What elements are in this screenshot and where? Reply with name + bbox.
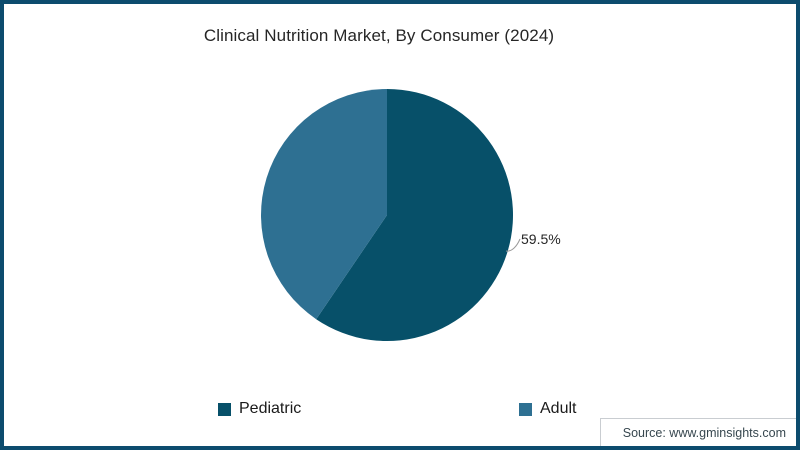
label-leader-line	[505, 238, 521, 252]
legend-swatch-adult	[519, 402, 532, 416]
chart-title: Clinical Nutrition Market, By Consumer (…	[203, 26, 555, 45]
legend-label-pediatric: Pediatric	[239, 400, 302, 417]
legend-item-pediatric: Pediatric	[218, 400, 301, 418]
pie-chart	[261, 89, 521, 341]
source-text: Source: www.gminsights.com	[622, 425, 786, 440]
legend-label-adult: Adult	[540, 400, 577, 417]
pie-slice-adult	[261, 89, 387, 320]
pie-data-label: 59.5%	[521, 231, 561, 247]
legend-item-adult: Adult	[519, 400, 576, 418]
source-box: Source: www.gminsights.com	[600, 418, 796, 446]
legend-swatch-pediatric	[218, 402, 231, 416]
pie-slice-pediatric	[316, 89, 514, 341]
